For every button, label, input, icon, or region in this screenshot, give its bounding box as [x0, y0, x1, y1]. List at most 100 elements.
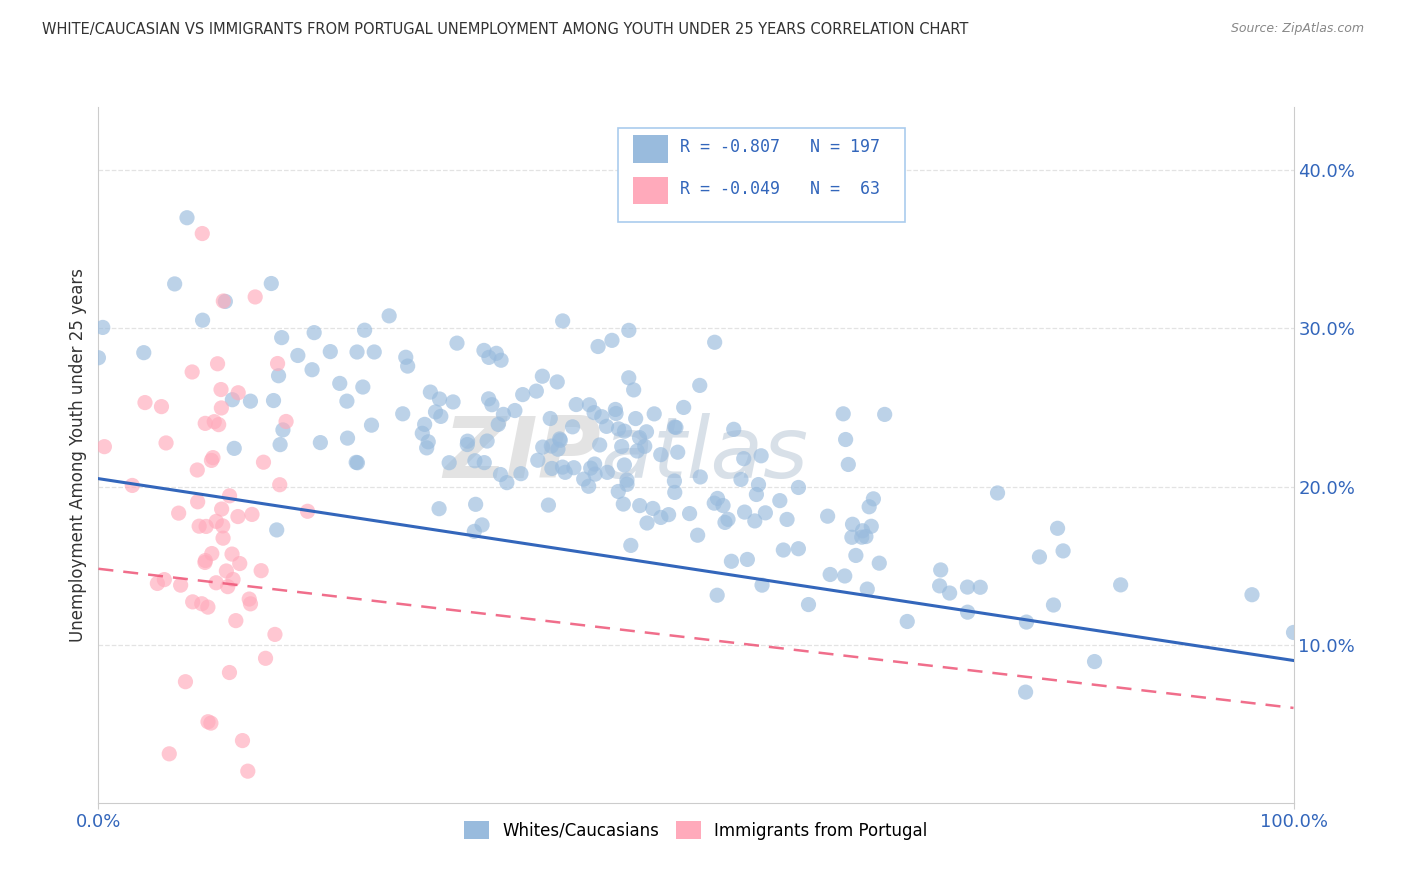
Point — [344, 455, 367, 469]
Point — [1046, 521, 1069, 535]
Point — [319, 344, 342, 359]
Point — [495, 475, 517, 490]
Point — [730, 472, 752, 486]
Point — [413, 417, 436, 432]
Point — [209, 401, 232, 415]
Point — [562, 460, 585, 475]
Point — [243, 290, 266, 304]
Point — [214, 294, 236, 309]
Point — [456, 437, 478, 451]
Point — [464, 454, 486, 468]
Point — [610, 440, 633, 454]
Point — [665, 420, 688, 434]
Point — [578, 398, 600, 412]
Point — [190, 597, 212, 611]
Point — [329, 376, 352, 391]
Point — [155, 436, 177, 450]
Point — [226, 509, 249, 524]
Point — [391, 407, 413, 421]
Point — [689, 470, 711, 484]
Point — [194, 417, 217, 431]
Point — [478, 351, 501, 365]
Point — [346, 456, 368, 470]
Point — [531, 440, 554, 454]
Text: R = -0.049   N =  63: R = -0.049 N = 63 — [681, 180, 880, 198]
Point — [218, 489, 240, 503]
Point — [419, 385, 441, 400]
Point — [363, 345, 385, 359]
Point — [197, 714, 219, 729]
Point — [620, 538, 643, 552]
Point — [769, 493, 792, 508]
Point — [463, 524, 485, 539]
FancyBboxPatch shape — [633, 177, 668, 204]
Point — [267, 368, 290, 383]
Point — [446, 336, 468, 351]
Point — [510, 467, 533, 481]
Text: R = -0.807   N = 197: R = -0.807 N = 197 — [681, 138, 880, 156]
Point — [531, 369, 554, 384]
FancyBboxPatch shape — [619, 128, 905, 222]
Point — [1109, 578, 1132, 592]
Point — [430, 409, 453, 424]
Point — [834, 433, 856, 447]
Point — [492, 408, 515, 422]
Point — [616, 477, 638, 491]
Point — [222, 573, 245, 587]
Point — [236, 764, 259, 779]
Point — [832, 407, 855, 421]
Point — [554, 466, 576, 480]
Text: WHITE/CAUCASIAN VS IMMIGRANTS FROM PORTUGAL UNEMPLOYMENT AMONG YOUTH UNDER 25 YE: WHITE/CAUCASIAN VS IMMIGRANTS FROM PORTU… — [42, 22, 969, 37]
Point — [195, 519, 218, 533]
Point — [263, 393, 285, 408]
Point — [986, 486, 1008, 500]
Point — [336, 394, 359, 409]
Text: ZIP: ZIP — [443, 413, 600, 497]
Point — [851, 524, 873, 538]
Point — [218, 665, 240, 680]
Point — [817, 509, 839, 524]
Point — [226, 385, 249, 400]
Point — [478, 392, 501, 406]
Point — [231, 733, 253, 747]
Point — [1015, 615, 1038, 629]
Point — [818, 567, 841, 582]
Point — [607, 484, 630, 499]
Point — [464, 497, 486, 511]
Point — [664, 474, 686, 488]
Point — [586, 339, 609, 353]
Point — [860, 519, 883, 533]
Point — [188, 519, 211, 533]
Point — [207, 357, 229, 371]
Point — [441, 395, 464, 409]
Point — [658, 508, 681, 522]
Point — [565, 398, 588, 412]
Point — [938, 586, 960, 600]
Point — [607, 422, 630, 436]
Point — [1282, 625, 1305, 640]
Point — [93, 440, 115, 454]
Point — [751, 578, 773, 592]
Text: atlas: atlas — [600, 413, 808, 497]
Point — [212, 293, 235, 308]
Point — [269, 477, 291, 491]
Legend: Whites/Caucasians, Immigrants from Portugal: Whites/Caucasians, Immigrants from Portu… — [457, 814, 935, 847]
Point — [664, 420, 686, 434]
Point — [873, 408, 896, 422]
Point — [208, 417, 231, 432]
Point — [221, 392, 243, 407]
Point — [266, 357, 288, 371]
Point — [1014, 685, 1036, 699]
Point — [689, 378, 711, 392]
Point — [1042, 598, 1064, 612]
Point — [425, 405, 447, 419]
Point — [686, 528, 709, 542]
Point — [191, 313, 214, 327]
Point — [217, 580, 239, 594]
Point — [772, 543, 794, 558]
Point — [191, 227, 214, 241]
Point — [1240, 588, 1263, 602]
Point — [197, 600, 219, 615]
Point — [396, 359, 419, 373]
Point — [346, 345, 368, 359]
